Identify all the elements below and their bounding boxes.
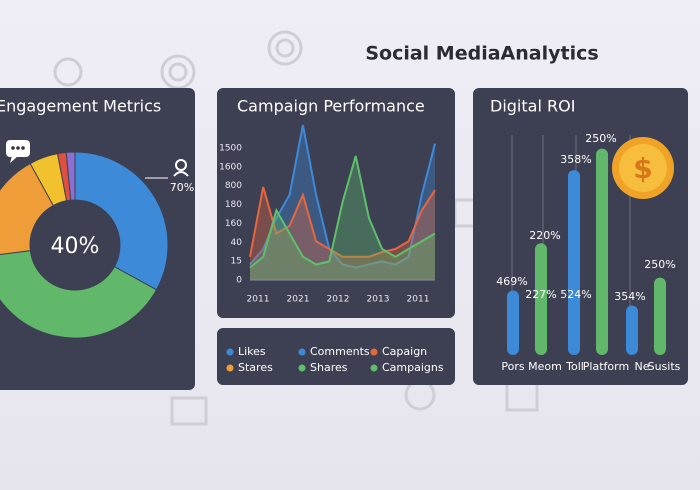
legend-label: Comments [310, 345, 370, 358]
panel [217, 88, 455, 318]
value-annotation: 469% [496, 275, 527, 288]
chart-title: Digital ROI [490, 97, 575, 116]
y-tick-label: 160 [225, 219, 242, 229]
value-annotation: 227% [525, 288, 556, 301]
x-tick-label: 2021 [287, 295, 310, 305]
value-annotation: 358% [560, 153, 591, 166]
value-annotation: 250% [644, 258, 675, 271]
bar [535, 243, 547, 355]
y-tick-label: 1500 [219, 144, 242, 154]
y-tick-label: 800 [225, 181, 242, 191]
y-tick-label: 180 [225, 200, 242, 210]
area [250, 187, 435, 280]
legend-marker [298, 348, 306, 356]
legend-label: Shares [310, 361, 348, 374]
value-annotation: 354% [614, 290, 645, 303]
x-tick-label: 2013 [367, 295, 390, 305]
legend-label: Stares [238, 361, 273, 374]
line [249, 155, 436, 269]
legend-panel [217, 328, 455, 385]
line [249, 124, 436, 269]
x-tick-label: Meom [528, 360, 562, 373]
x-tick-label: 2012 [327, 295, 350, 305]
legend-marker [370, 348, 378, 356]
legend-marker [298, 364, 306, 372]
legend-marker [226, 348, 234, 356]
y-tick-label: 0 [236, 276, 242, 286]
x-tick-label: 2011 [407, 295, 430, 305]
y-tick-label: 15 [231, 257, 242, 267]
chart-title: Campaign Performance [237, 97, 425, 116]
legend-label: Likes [238, 345, 266, 358]
x-tick-label: Susits [648, 360, 681, 373]
bar [507, 290, 519, 355]
page-title: Social MediaAnalytics [365, 43, 598, 65]
dollar-coin: $ [612, 137, 674, 199]
legend-label: Capaign [382, 345, 427, 358]
bar [654, 277, 666, 355]
y-tick-label: 40 [231, 238, 243, 248]
x-tick-label: Platform [583, 360, 629, 373]
value-annotation: 220% [529, 229, 560, 242]
person-icon [173, 159, 189, 177]
center-label: 40% [51, 234, 100, 259]
x-tick-label: Pors [501, 360, 524, 373]
x-tick-label: Toll [565, 360, 584, 373]
bar [626, 305, 638, 355]
legend-marker [370, 364, 378, 372]
line [249, 186, 436, 258]
annotation: 70% [170, 181, 194, 194]
area [250, 156, 435, 280]
chart-title: Engagement Metrics [0, 97, 161, 116]
value-annotation: 250% [585, 132, 616, 145]
bar [596, 148, 608, 355]
bar [568, 170, 580, 355]
svg-text:$: $ [633, 152, 652, 185]
legend-marker [226, 364, 234, 372]
legend-label: Campaigns [382, 361, 444, 374]
chat-icon [6, 140, 30, 163]
y-tick-label: 1600 [219, 162, 242, 172]
donut-hole [30, 200, 120, 290]
x-tick-label: Ne [635, 360, 650, 373]
x-tick-label: 2011 [247, 295, 270, 305]
value-annotation: 524% [560, 288, 591, 301]
